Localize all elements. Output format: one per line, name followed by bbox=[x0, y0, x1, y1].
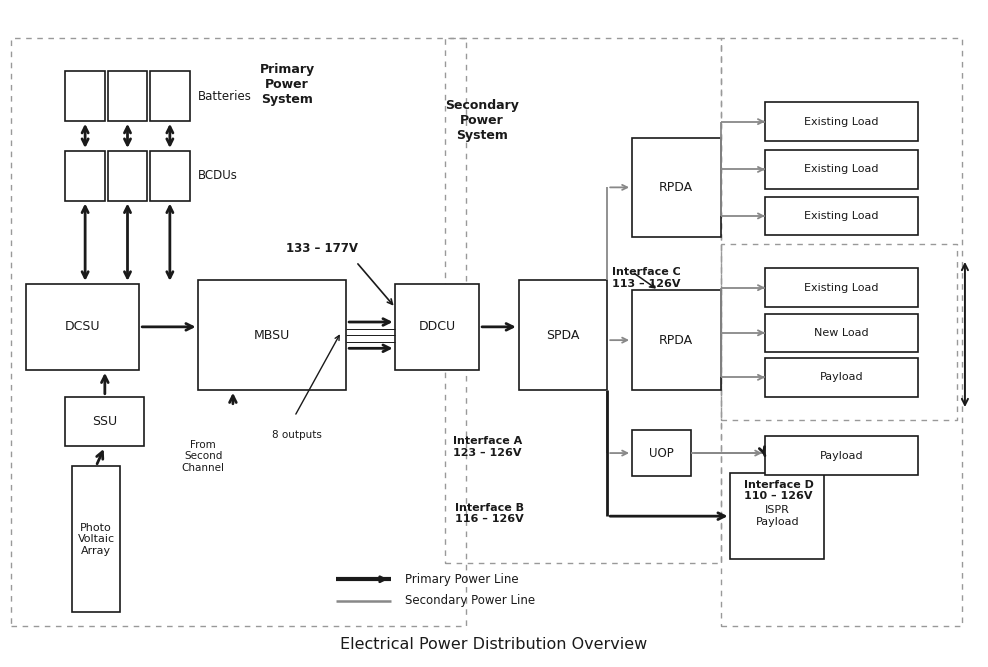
Text: 133 – 177V: 133 – 177V bbox=[286, 242, 358, 255]
Text: Existing Load: Existing Load bbox=[804, 283, 878, 293]
Bar bbox=[765, 313, 918, 352]
Text: UOP: UOP bbox=[649, 447, 674, 460]
Text: Payload: Payload bbox=[819, 372, 864, 382]
Text: SPDA: SPDA bbox=[546, 329, 580, 342]
Bar bbox=[108, 71, 147, 121]
Text: Existing Load: Existing Load bbox=[804, 211, 878, 221]
Bar bbox=[730, 473, 824, 560]
Text: DCSU: DCSU bbox=[65, 320, 101, 334]
Bar bbox=[445, 38, 720, 563]
Text: From
Second
Channel: From Second Channel bbox=[182, 440, 225, 473]
Text: Interface B
116 – 126V: Interface B 116 – 126V bbox=[454, 503, 524, 524]
Text: Primary Power Line: Primary Power Line bbox=[405, 573, 519, 586]
Bar bbox=[720, 38, 962, 626]
Text: Payload: Payload bbox=[819, 451, 864, 461]
Bar bbox=[632, 290, 720, 390]
Text: Batteries: Batteries bbox=[198, 89, 251, 103]
Bar bbox=[199, 280, 346, 390]
Bar bbox=[65, 397, 144, 446]
Bar bbox=[150, 151, 190, 201]
Bar bbox=[11, 38, 466, 626]
Text: MBSU: MBSU bbox=[254, 329, 290, 342]
Text: DDCU: DDCU bbox=[419, 320, 455, 334]
Text: New Load: New Load bbox=[814, 328, 868, 338]
Text: BCDUs: BCDUs bbox=[198, 169, 237, 182]
Bar bbox=[632, 430, 691, 476]
Text: Primary
Power
System: Primary Power System bbox=[260, 63, 314, 106]
Text: Secondary
Power
System: Secondary Power System bbox=[446, 99, 519, 143]
Bar bbox=[765, 150, 918, 189]
Text: 8 outputs: 8 outputs bbox=[272, 430, 322, 440]
Bar bbox=[765, 268, 918, 307]
Text: SSU: SSU bbox=[92, 415, 118, 428]
Bar bbox=[765, 358, 918, 397]
Bar bbox=[395, 283, 479, 370]
Bar bbox=[519, 280, 608, 390]
Text: Existing Load: Existing Load bbox=[804, 117, 878, 127]
Bar bbox=[765, 102, 918, 141]
Bar bbox=[65, 71, 105, 121]
Bar bbox=[632, 137, 720, 237]
Text: Interface A
123 – 126V: Interface A 123 – 126V bbox=[453, 436, 522, 458]
Text: RPDA: RPDA bbox=[659, 181, 694, 194]
Text: ISPR
Payload: ISPR Payload bbox=[756, 506, 799, 527]
Text: RPDA: RPDA bbox=[659, 334, 694, 347]
Bar bbox=[150, 71, 190, 121]
Text: Electrical Power Distribution Overview: Electrical Power Distribution Overview bbox=[341, 638, 647, 652]
Bar bbox=[65, 151, 105, 201]
Text: Secondary Power Line: Secondary Power Line bbox=[405, 594, 535, 607]
Text: Photo
Voltaic
Array: Photo Voltaic Array bbox=[77, 523, 115, 556]
Text: Existing Load: Existing Load bbox=[804, 165, 878, 175]
Bar bbox=[26, 283, 139, 370]
Bar bbox=[720, 244, 957, 420]
Text: Interface C
113 – 126V: Interface C 113 – 126V bbox=[613, 267, 681, 289]
Text: Interface D
110 – 126V: Interface D 110 – 126V bbox=[744, 480, 814, 501]
Bar bbox=[108, 151, 147, 201]
Bar bbox=[765, 436, 918, 475]
Bar bbox=[765, 197, 918, 235]
Bar bbox=[72, 466, 120, 612]
